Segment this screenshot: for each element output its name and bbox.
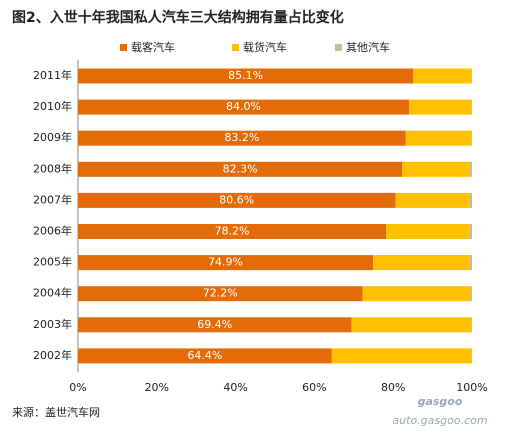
bar-segment (78, 255, 374, 271)
bar-segment (405, 130, 472, 146)
chart-title: 图2、入世十年我国私人汽车三大结构拥有量占比变化 (12, 9, 344, 26)
value-label: 82.3% (223, 162, 258, 175)
y-tick-label: 2010年 (33, 99, 72, 113)
y-tick-label: 2009年 (33, 130, 72, 144)
value-label: 72.2% (203, 287, 238, 300)
value-label: 69.4% (197, 318, 232, 331)
bar-segment (78, 68, 414, 84)
value-label: 80.6% (219, 193, 254, 206)
bar-segment (78, 161, 403, 177)
source-note: 来源：盖世汽车网 (12, 405, 100, 419)
legend-label: 其他汽车 (346, 40, 390, 54)
legend-label: 载货汽车 (243, 40, 287, 54)
watermark-url: auto.gasgoo.com (392, 414, 487, 427)
x-tick-label: 80% (381, 381, 405, 394)
legend-label: 载客汽车 (131, 40, 175, 54)
value-label: 64.4% (187, 349, 222, 362)
legend-swatch (120, 44, 127, 51)
y-tick-label: 2005年 (33, 255, 72, 269)
x-tick-label: 0% (69, 381, 86, 394)
bar-segment (78, 192, 396, 208)
bar-segment (471, 130, 472, 146)
x-tick-label: 100% (456, 381, 487, 394)
bar-segment (408, 99, 472, 115)
x-tick-label: 40% (223, 381, 247, 394)
bar-segment (470, 161, 472, 177)
value-label: 74.9% (208, 256, 243, 269)
bar-segment (402, 161, 471, 177)
bar-segment (470, 286, 472, 302)
bar-segment (386, 224, 470, 239)
bar-segment (78, 224, 387, 239)
bar-segment (78, 130, 406, 146)
y-tick-label: 2006年 (33, 224, 72, 238)
watermark-logo: gasgoo (418, 395, 463, 408)
y-tick-label: 2003年 (33, 317, 72, 331)
bar-segment (362, 286, 471, 302)
bar-segment (469, 192, 472, 208)
x-tick-label: 20% (145, 381, 169, 394)
value-label: 85.1% (228, 69, 263, 82)
bar-segment (78, 348, 332, 364)
bar-segment (78, 286, 363, 302)
bar-segment (331, 348, 472, 364)
bar-segment (78, 99, 409, 115)
bar-segment (373, 255, 470, 271)
value-label: 78.2% (215, 225, 250, 238)
y-tick-label: 2008年 (33, 161, 72, 175)
bar-segment (78, 317, 352, 333)
x-tick-label: 60% (302, 381, 326, 394)
bar-segment (395, 192, 470, 208)
bar-segment (469, 255, 472, 271)
bar-segment (413, 68, 472, 84)
y-tick-label: 2011年 (33, 68, 72, 82)
value-label: 84.0% (226, 100, 261, 113)
y-tick-label: 2004年 (33, 286, 72, 300)
legend-swatch (335, 44, 342, 51)
bar-segment (469, 224, 472, 239)
y-tick-label: 2002年 (33, 348, 72, 362)
bar-segment (351, 317, 472, 333)
value-label: 83.2% (224, 131, 259, 144)
y-tick-label: 2007年 (33, 192, 72, 206)
legend-swatch (232, 44, 239, 51)
